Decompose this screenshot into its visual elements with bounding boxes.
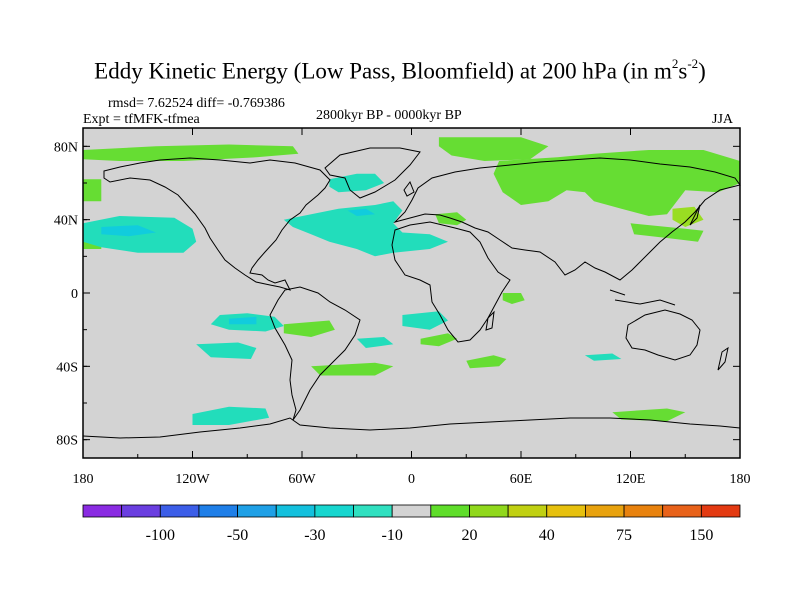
colorbar-swatch xyxy=(430,504,470,518)
colorbar-label: -50 xyxy=(227,527,248,544)
colorbar-swatch xyxy=(82,504,123,518)
coastline-antarctica xyxy=(82,417,741,439)
coastline-new-zealand xyxy=(717,346,729,371)
y-tick-label: 0 xyxy=(71,287,78,302)
region-negative-22 xyxy=(584,353,622,361)
region-negative-16 xyxy=(283,201,448,257)
region-negative-18 xyxy=(196,342,257,359)
region-negative-15 xyxy=(329,173,385,193)
coastline-africa xyxy=(391,221,511,343)
coastline-uk xyxy=(403,180,415,197)
region-negative_strong-24 xyxy=(347,208,375,216)
coastlines xyxy=(82,147,741,439)
coastline-japan xyxy=(689,204,701,226)
coastline-madagascar xyxy=(485,310,495,331)
coastline-greenland xyxy=(324,147,421,199)
coastline-north-america xyxy=(103,157,331,291)
anomaly-regions xyxy=(83,137,740,425)
x-axis: 180 120W 60W 0 60E 120E 180 xyxy=(73,128,751,487)
x-tick-label: 60E xyxy=(510,472,533,487)
colorbar-swatch xyxy=(314,504,354,518)
colorbar-swatch xyxy=(700,504,741,518)
region-negative_strong-25 xyxy=(229,316,257,325)
colorbar-swatch xyxy=(237,504,277,518)
colorbar-swatch xyxy=(623,504,664,518)
region-positive-8 xyxy=(420,333,458,347)
colorbar-swatch xyxy=(469,504,509,518)
region-positive-10 xyxy=(466,355,507,369)
region-negative-20 xyxy=(356,337,394,348)
coastline-indonesia xyxy=(609,289,676,306)
colorbar-swatch xyxy=(159,504,200,518)
colorbar-label: -10 xyxy=(382,527,403,544)
colorbar-swatch xyxy=(275,504,316,518)
title-close: ) xyxy=(698,58,706,84)
colorbar-label: 75 xyxy=(616,527,632,544)
y-tick-label: 40S xyxy=(56,360,78,375)
season-label: JJA xyxy=(712,112,734,127)
x-tick-label: 120E xyxy=(616,472,646,487)
region-negative-19 xyxy=(402,311,448,330)
colorbar: -100 -50 -30 -10 20 40 75 150 xyxy=(82,504,741,544)
colorbar-label: 20 xyxy=(461,527,477,544)
region-negative-21 xyxy=(192,406,270,425)
colorbar-label: -100 xyxy=(146,527,175,544)
y-axis: 80N 40N 0 40S 80S xyxy=(54,140,740,449)
region-positive-1 xyxy=(438,137,549,161)
colorbar-swatch xyxy=(198,504,238,518)
colorbar-swatch xyxy=(121,504,161,518)
period-label: 2800kyr BP - 0000kyr BP xyxy=(316,108,462,123)
title-superscript-1: 2 xyxy=(671,56,679,71)
x-tick-label: 120W xyxy=(175,472,210,487)
chart-title: Eddy Kinetic Energy (Low Pass, Bloomfiel… xyxy=(0,56,800,85)
title-main: Eddy Kinetic Energy (Low Pass, Bloomfiel… xyxy=(94,58,672,84)
title-superscript-2: -2 xyxy=(687,56,699,71)
coastline-australia xyxy=(625,309,701,361)
x-tick-label: 60W xyxy=(288,472,316,487)
y-tick-label: 80S xyxy=(56,434,78,449)
colorbar-label: 40 xyxy=(539,527,555,544)
colorbar-swatch xyxy=(546,504,586,518)
colorbar-swatch xyxy=(662,504,702,518)
coastline-eurasia xyxy=(393,157,741,281)
region-positive-3 xyxy=(630,223,704,242)
coastline-south-america xyxy=(269,286,361,421)
region-positive-9 xyxy=(502,293,525,304)
colorbar-swatch xyxy=(391,504,432,518)
colorbar-label: -30 xyxy=(304,527,325,544)
x-tick-label: 180 xyxy=(730,472,751,487)
colorbar-swatch xyxy=(353,504,393,518)
region-negative_strong-23 xyxy=(101,225,156,237)
title-s: s xyxy=(678,58,688,84)
y-tick-label: 40N xyxy=(54,214,78,229)
experiment-label: Expt = tfMFK-tfmea xyxy=(83,112,200,127)
x-tick-label: 0 xyxy=(408,472,415,487)
colorbar-swatch xyxy=(585,504,625,518)
y-tick-label: 80N xyxy=(54,140,78,155)
x-tick-label: 180 xyxy=(73,472,94,487)
stats-label: rmsd= 7.62524 diff= -0.769386 xyxy=(108,96,285,111)
region-positive-0 xyxy=(83,144,299,161)
region-positive-6 xyxy=(283,320,335,337)
colorbar-swatch xyxy=(507,504,548,518)
region-positive-11 xyxy=(612,408,686,422)
colorbar-label: 150 xyxy=(689,527,713,544)
region-positive-5 xyxy=(83,179,102,202)
region-positive-7 xyxy=(311,362,394,376)
region-positive-2 xyxy=(493,150,740,216)
